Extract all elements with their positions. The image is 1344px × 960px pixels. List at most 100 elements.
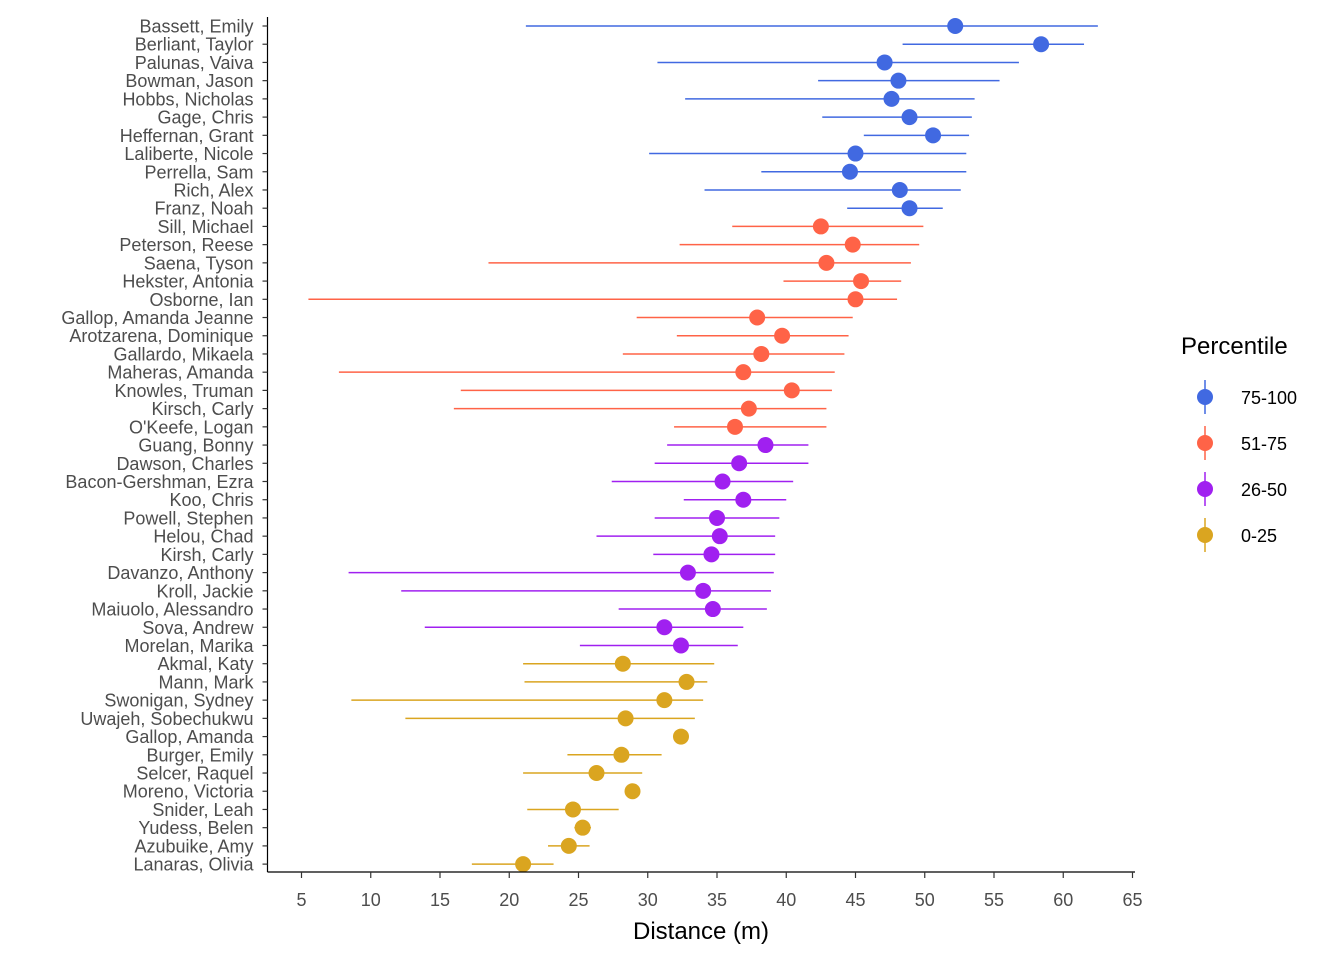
x-tick-label: 40 xyxy=(776,890,796,910)
y-tick-label: Franz, Noah xyxy=(154,199,253,219)
data-point xyxy=(847,291,864,308)
data-point xyxy=(656,692,673,709)
y-tick-label: O'Keefe, Logan xyxy=(129,417,254,437)
data-point xyxy=(617,710,634,727)
data-point xyxy=(727,418,744,435)
y-tick-label: Gallop, Amanda xyxy=(125,727,254,747)
y-tick-label: Azubuike, Amy xyxy=(134,836,253,856)
data-point xyxy=(883,90,900,107)
y-tick-label: Gage, Chris xyxy=(157,108,253,128)
data-point xyxy=(731,455,748,472)
y-tick-label: Knowles, Truman xyxy=(114,381,253,401)
data-point xyxy=(711,528,728,545)
y-tick-label: Morelan, Marika xyxy=(124,636,254,656)
y-tick-label: Bacon-Gershman, Ezra xyxy=(65,472,254,492)
y-tick-label: Rich, Alex xyxy=(173,180,253,200)
y-tick-label: Saena, Tyson xyxy=(144,253,254,273)
legend-key-point xyxy=(1197,435,1213,451)
data-point xyxy=(624,783,641,800)
y-tick-label: Gallardo, Mikaela xyxy=(113,344,254,364)
y-tick-label: Arotzarena, Dominique xyxy=(69,326,253,346)
data-point xyxy=(1033,36,1050,53)
x-tick-label: 15 xyxy=(430,890,450,910)
y-tick-label: Gallop, Amanda Jeanne xyxy=(61,308,253,328)
data-point xyxy=(714,473,731,490)
y-tick-label: Osborne, Ian xyxy=(149,290,253,310)
data-point xyxy=(947,18,964,34)
data-point xyxy=(876,54,893,71)
x-tick-label: 30 xyxy=(638,890,658,910)
x-tick-label: 60 xyxy=(1053,890,1073,910)
x-axis-title: Distance (m) xyxy=(633,918,769,945)
legend-key-point xyxy=(1197,481,1213,497)
x-tick-label: 55 xyxy=(984,890,1004,910)
data-point xyxy=(588,765,605,782)
y-tick-label: Akmal, Katy xyxy=(157,654,253,674)
data-point xyxy=(844,236,861,253)
data-point xyxy=(672,728,689,745)
data-point xyxy=(890,72,907,89)
data-point xyxy=(853,273,870,290)
legend-key-point xyxy=(1197,527,1213,543)
y-tick-label: Maheras, Amanda xyxy=(107,363,254,383)
y-tick-label: Powell, Stephen xyxy=(123,508,253,528)
y-tick-label: Burger, Emily xyxy=(146,745,253,765)
data-point xyxy=(672,637,689,654)
data-point xyxy=(704,601,721,618)
legend-label: 0-25 xyxy=(1241,526,1277,546)
data-point xyxy=(564,801,581,818)
y-tick-label: Perrella, Sam xyxy=(144,162,253,182)
y-tick-label: Yudess, Belen xyxy=(138,818,253,838)
data-point xyxy=(783,382,800,399)
legend-label: 51-75 xyxy=(1241,434,1287,454)
y-tick-label: Hobbs, Nicholas xyxy=(122,89,253,109)
legend-label: 75-100 xyxy=(1241,388,1297,408)
y-tick-label: Koo, Chris xyxy=(169,490,253,510)
data-point xyxy=(679,564,696,581)
data-point xyxy=(560,837,577,854)
legend-title: Percentile xyxy=(1181,333,1288,360)
data-point xyxy=(901,109,918,126)
data-point xyxy=(740,400,757,417)
data-point xyxy=(753,345,770,362)
data-point xyxy=(735,364,752,381)
data-point xyxy=(812,218,829,235)
legend-key-point xyxy=(1197,389,1213,405)
data-point xyxy=(774,327,791,344)
y-tick-label: Maiuolo, Alessandro xyxy=(91,600,253,620)
data-point xyxy=(749,309,766,326)
data-point xyxy=(925,127,942,144)
y-tick-label: Lanaras, Olivia xyxy=(133,855,254,875)
y-tick-label: Heffernan, Grant xyxy=(120,126,254,146)
data-point xyxy=(614,655,631,672)
y-tick-label: Davanzo, Anthony xyxy=(107,563,253,583)
data-point xyxy=(891,181,908,198)
data-point xyxy=(574,819,591,836)
data-point xyxy=(613,746,630,763)
plot-area xyxy=(308,18,1098,873)
y-tick-label: Palunas, Vaiva xyxy=(135,53,255,73)
x-tick-label: 20 xyxy=(499,890,519,910)
y-tick-label: Kirsch, Carly xyxy=(151,399,253,419)
y-tick-label: Kroll, Jackie xyxy=(156,581,253,601)
y-tick-label: Sova, Andrew xyxy=(142,618,254,638)
x-tick-label: 25 xyxy=(568,890,588,910)
x-tick-label: 45 xyxy=(845,890,865,910)
x-tick-label: 65 xyxy=(1122,890,1142,910)
y-tick-label: Selcer, Raquel xyxy=(136,764,253,784)
x-tick-label: 5 xyxy=(296,890,306,910)
data-point xyxy=(757,437,774,454)
data-point xyxy=(818,254,835,271)
data-point xyxy=(695,582,712,599)
y-tick-label: Helou, Chad xyxy=(153,527,253,547)
y-tick-label: Dawson, Charles xyxy=(116,454,253,474)
data-point xyxy=(901,200,918,217)
y-tick-label: Kirsh, Carly xyxy=(160,545,253,565)
y-tick-label: Hekster, Antonia xyxy=(122,272,254,292)
y-tick-label: Guang, Bonny xyxy=(138,436,253,456)
data-point xyxy=(515,856,532,873)
y-tick-label: Swonigan, Sydney xyxy=(104,691,253,711)
y-tick-label: Bassett, Emily xyxy=(139,17,253,37)
y-tick-label: Laliberte, Nicole xyxy=(124,144,253,164)
